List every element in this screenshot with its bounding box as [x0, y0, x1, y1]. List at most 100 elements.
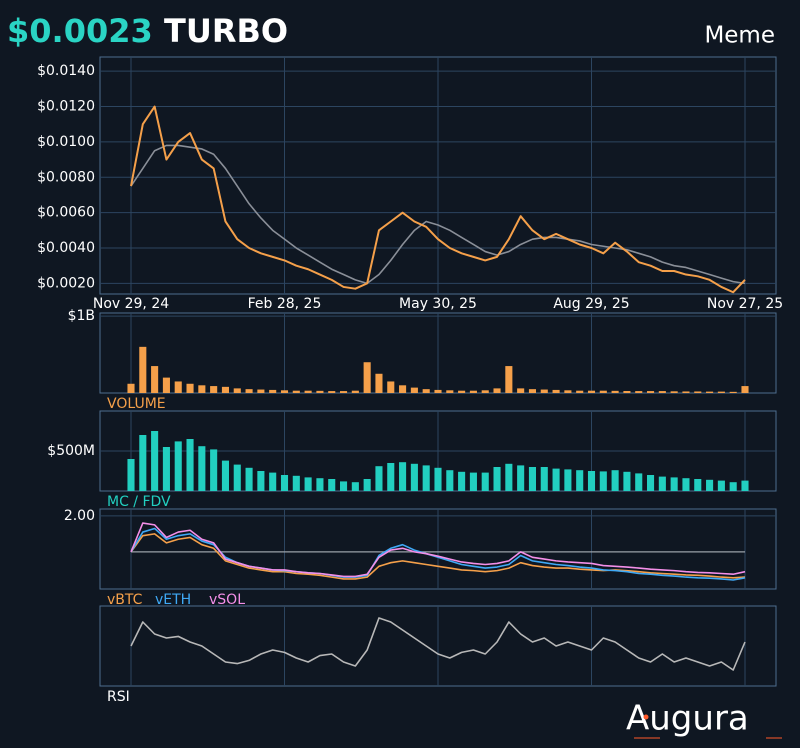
bar [682, 391, 690, 393]
y-tick-label: $0.0020 [37, 275, 95, 291]
y-tick-label: $0.0120 [37, 99, 95, 115]
bar [375, 466, 383, 491]
bar [139, 346, 147, 393]
bar [292, 390, 300, 393]
y-tick-label: $0.0060 [37, 205, 95, 221]
bar [540, 467, 548, 491]
bar [599, 471, 607, 491]
bar [210, 386, 218, 393]
logo-dot [643, 714, 649, 720]
bar [257, 471, 265, 491]
legend-entry: vBTC [107, 592, 143, 608]
bar [245, 389, 253, 393]
x-tick-label: Aug 29, 25 [553, 296, 629, 312]
y-tick-label: $500M [47, 443, 95, 459]
symbol: TURBO [164, 12, 288, 50]
bar [316, 478, 324, 491]
bar [729, 391, 737, 393]
bar [587, 390, 596, 393]
bar [658, 476, 666, 491]
bar [328, 479, 336, 491]
bar [198, 446, 206, 491]
bar [174, 441, 182, 491]
bar [210, 449, 218, 491]
bar [221, 386, 230, 393]
bar [198, 385, 206, 393]
legend-entry: vETH [155, 592, 191, 608]
bar [481, 472, 489, 491]
bar [257, 389, 265, 393]
bar [186, 383, 194, 393]
logo: Augura [626, 699, 782, 739]
bar [151, 431, 159, 491]
bar [741, 480, 749, 491]
price: $0.0023 [7, 12, 153, 50]
bar [162, 447, 170, 491]
bar [422, 465, 430, 491]
y-tick-label: 2.00 [64, 508, 95, 524]
bar [682, 478, 690, 491]
x-tick-label: Nov 27, 25 [707, 296, 783, 312]
y-tick-label: $0.0140 [37, 63, 95, 79]
bar [363, 479, 371, 491]
line [130, 617, 746, 671]
bar [587, 471, 596, 491]
bar [151, 366, 159, 393]
bar [469, 472, 477, 491]
bar [493, 388, 501, 393]
bar [564, 390, 572, 393]
bar [670, 477, 678, 491]
bar [304, 390, 312, 393]
bar [646, 391, 655, 393]
legend-entry: vSOL [209, 592, 245, 608]
bar [139, 435, 147, 491]
bar [269, 472, 277, 491]
bar [387, 463, 395, 491]
bar [280, 475, 289, 491]
bar [599, 390, 607, 393]
bar [635, 473, 643, 491]
line [130, 533, 746, 580]
bar [552, 389, 560, 393]
bar [410, 387, 418, 393]
bar [670, 391, 678, 393]
y-tick-label: $0.0080 [37, 169, 95, 185]
bar [339, 391, 348, 393]
bar [446, 390, 454, 393]
bar [245, 467, 253, 491]
bar [623, 471, 631, 491]
bar [221, 460, 230, 491]
bar [540, 389, 548, 393]
bar [717, 480, 725, 491]
bar [717, 391, 725, 393]
bar [552, 468, 560, 491]
bar [505, 463, 513, 491]
bar [658, 391, 666, 393]
bar [422, 389, 430, 393]
bar [434, 389, 442, 393]
bar [694, 479, 702, 491]
bar [741, 386, 749, 393]
bar [517, 388, 525, 393]
x-tick-label: Nov 29, 24 [93, 296, 169, 312]
bar [564, 469, 572, 491]
bar [280, 390, 289, 393]
bar [576, 390, 584, 393]
bar [328, 391, 336, 393]
bar [375, 373, 383, 393]
y-tick-label: $0.0040 [37, 240, 95, 256]
panel-title: RSI [107, 689, 130, 705]
bar [694, 391, 702, 393]
bar [351, 482, 359, 491]
bar [233, 464, 241, 491]
bar [646, 475, 655, 491]
bar [292, 475, 300, 491]
bar [517, 465, 525, 491]
bar [505, 366, 513, 393]
bar [528, 467, 537, 491]
bar [363, 362, 371, 393]
bar [481, 390, 489, 393]
bar [127, 383, 135, 393]
